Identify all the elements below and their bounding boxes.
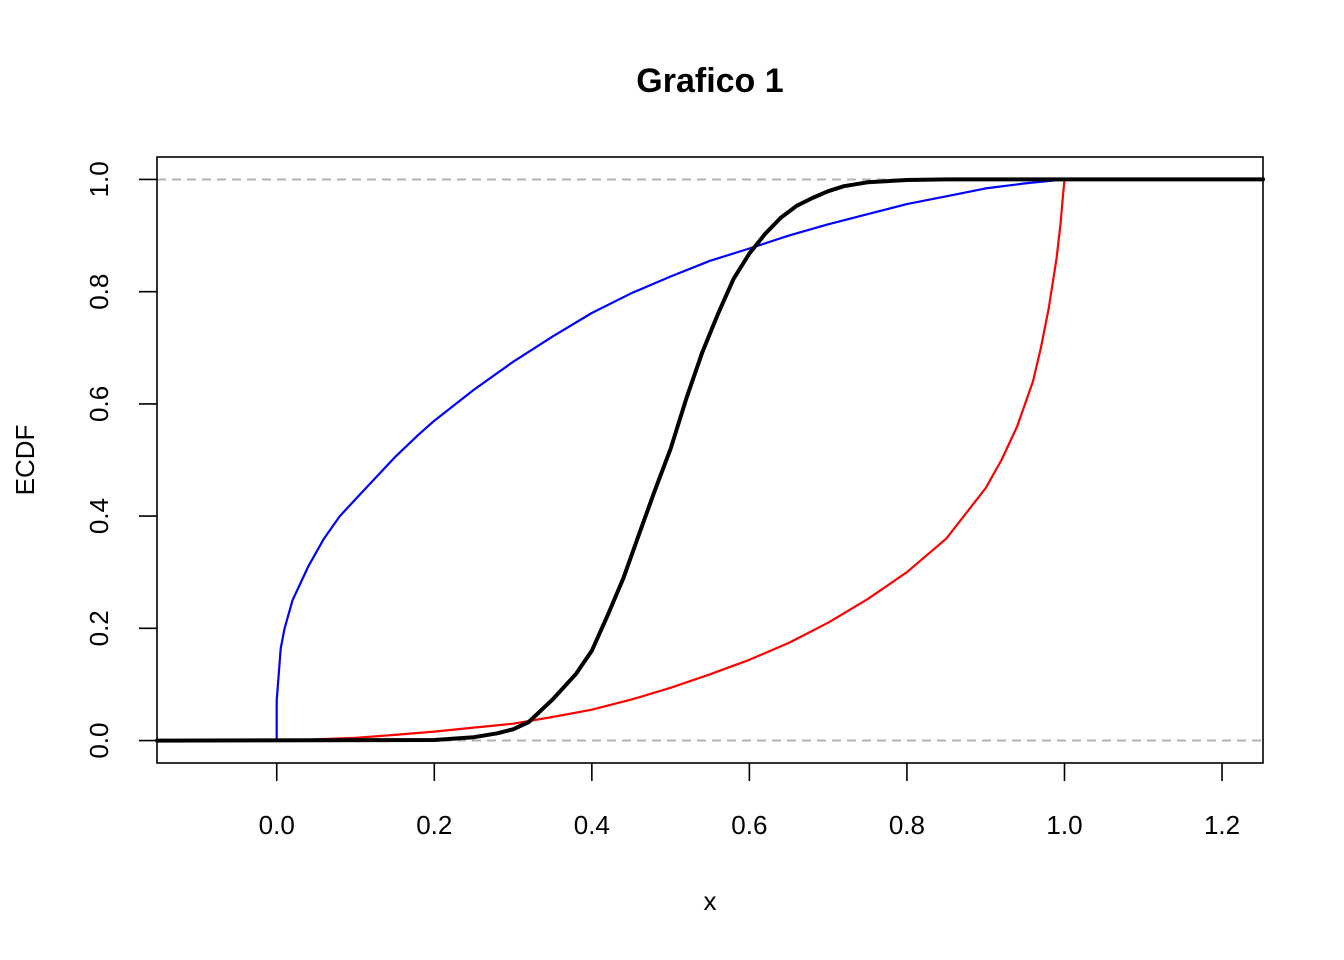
x-tick-label-2: 0.4 [574,810,610,840]
series-line-0 [155,178,1265,742]
chart-title: Grafico 1 [636,62,783,100]
x-tick-label-5: 1.0 [1046,810,1082,840]
series-line-2 [155,177,1265,743]
y-tick-label-3: 0.6 [84,386,114,422]
series-line-1 [155,178,1265,742]
y-tick-label-4: 0.8 [84,274,114,310]
y-axis-label: ECDF [10,425,40,496]
x-tick-label-3: 0.6 [731,810,767,840]
y-axis: 0.0 0.2 0.4 0.6 0.8 1.0 [84,161,157,759]
series-layer [155,177,1265,743]
reference-lines [157,178,1263,742]
x-tick-label-6: 1.2 [1204,810,1240,840]
y-tick-label-1: 0.2 [84,610,114,646]
x-axis-label: x [704,886,717,916]
x-axis: 0.0 0.2 0.4 0.6 0.8 1.0 1.2 [259,763,1240,840]
x-tick-label-4: 0.8 [889,810,925,840]
y-tick-label-2: 0.4 [84,498,114,534]
y-tick-label-5: 1.0 [84,161,114,197]
x-tick-label-0: 0.0 [259,810,295,840]
plot-frame [156,156,1264,764]
y-tick-label-0: 0.0 [84,723,114,759]
x-tick-label-1: 0.2 [416,810,452,840]
